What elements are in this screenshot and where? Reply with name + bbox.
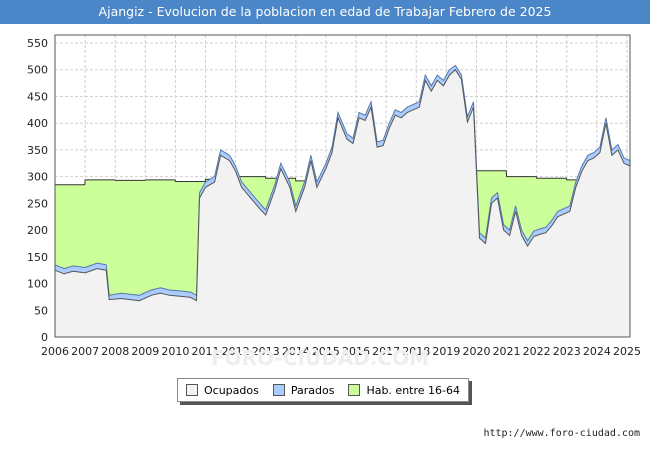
- x-tick-label: 2013: [252, 345, 280, 358]
- series-line-parados: [54, 64, 631, 297]
- series-area-ocupados: [55, 69, 630, 337]
- series-layer: [54, 64, 631, 337]
- legend: Ocupados Parados Hab. entre 16-64: [177, 378, 469, 402]
- y-tick-label: 0: [41, 331, 48, 344]
- legend-label-hab: Hab. entre 16-64: [366, 383, 460, 397]
- x-tick-label: 2010: [161, 345, 189, 358]
- legend-swatch-parados: [272, 384, 285, 396]
- legend-swatch-hab: [348, 384, 361, 396]
- x-tick-label: 2012: [222, 345, 250, 358]
- legend-label-parados: Parados: [290, 383, 335, 397]
- x-tick-label: 2020: [462, 345, 490, 358]
- x-tick-label: 2023: [553, 345, 581, 358]
- y-tick-label: 250: [27, 197, 48, 210]
- x-tick-label: 2017: [372, 345, 400, 358]
- y-tick-label: 200: [27, 224, 48, 237]
- watermark: FORO-CIUDAD.COM: [211, 346, 429, 370]
- x-tick-label: 2014: [282, 345, 310, 358]
- y-tick-label: 500: [27, 64, 48, 77]
- y-tick-label: 450: [27, 90, 48, 103]
- series-line-ocupados: [54, 68, 631, 302]
- x-tick-label: 2021: [493, 345, 521, 358]
- x-tick-label: 2018: [402, 345, 430, 358]
- x-tick-label: 2008: [101, 345, 129, 358]
- y-tick-label: 550: [27, 37, 48, 50]
- y-tick-label: 350: [27, 144, 48, 157]
- y-tick-label: 50: [34, 304, 48, 317]
- x-tick-label: 2007: [71, 345, 99, 358]
- legend-swatch-ocupados: [185, 384, 198, 396]
- x-tick-label: 2019: [432, 345, 460, 358]
- footer-url[interactable]: http://www.foro-ciudad.com: [483, 428, 640, 439]
- x-tick-label: 2009: [131, 345, 159, 358]
- plot-border: [54, 34, 631, 338]
- x-tick-label: 2011: [192, 345, 220, 358]
- legend-item-hab: Hab. entre 16-64: [348, 384, 460, 397]
- x-tick-label: 2016: [342, 345, 370, 358]
- chart-title: Ajangiz - Evolucion de la poblacion en e…: [0, 0, 650, 24]
- legend-label-ocupados: Ocupados: [203, 383, 259, 397]
- y-tick-label: 400: [27, 117, 48, 130]
- y-tick-label: 300: [27, 171, 48, 184]
- x-tick-label: 2025: [613, 345, 641, 358]
- x-tick-label: 2024: [583, 345, 611, 358]
- x-tick-label: 2022: [523, 345, 551, 358]
- y-tick-label: 150: [27, 251, 48, 264]
- legend-item-parados: Parados: [272, 383, 335, 397]
- x-tick-label: 2015: [312, 345, 340, 358]
- x-tick-label: 2006: [41, 345, 69, 358]
- y-tick-label: 100: [27, 278, 48, 291]
- legend-item-ocupados: Ocupados: [185, 383, 259, 397]
